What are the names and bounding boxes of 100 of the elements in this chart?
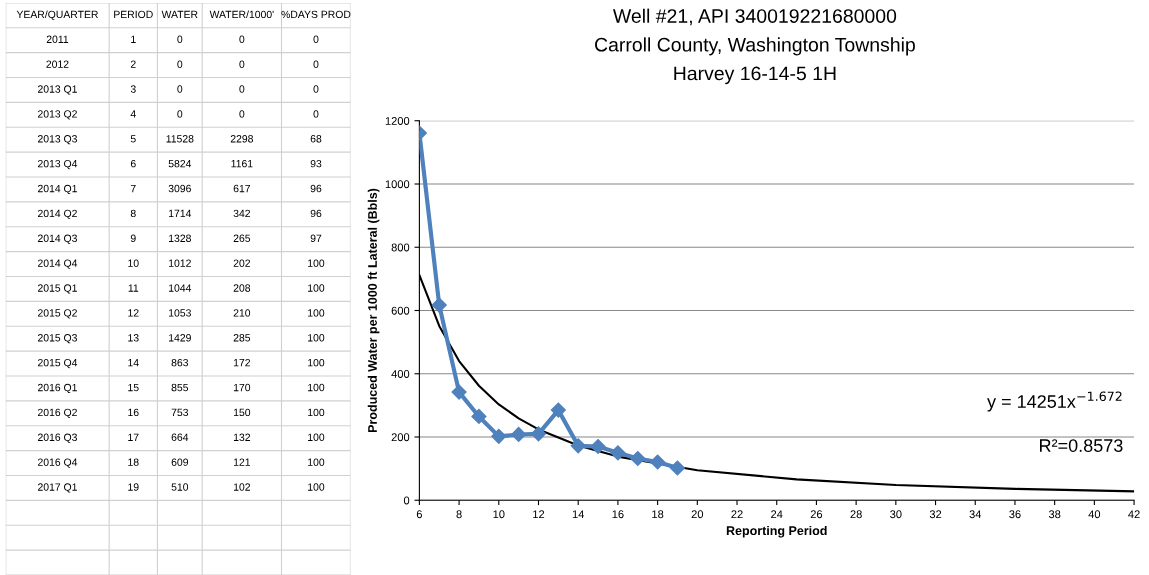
data-label: 1044 bbox=[169, 284, 192, 292]
data-label: 7 bbox=[130, 184, 136, 193]
category-label: 2014 Q3 bbox=[37, 234, 77, 244]
category-label: 2012 bbox=[46, 60, 69, 68]
point bbox=[590, 438, 606, 455]
point bbox=[491, 428, 507, 444]
text: WATER bbox=[161, 10, 198, 19]
data-label: 855 bbox=[171, 383, 189, 392]
y-tick-label: 1000 bbox=[385, 180, 410, 189]
data-label: 5824 bbox=[168, 159, 192, 168]
point bbox=[650, 454, 666, 470]
category-label: 2013 Q1 bbox=[37, 85, 77, 95]
data-label: 342 bbox=[233, 209, 251, 218]
data-label: 100 bbox=[308, 259, 325, 267]
data-label: 617 bbox=[233, 184, 251, 193]
category-label: 2015 Q1 bbox=[37, 284, 77, 294]
category-label: 2015 Q4 bbox=[37, 358, 78, 369]
category-label: 2014 Q1 bbox=[37, 184, 77, 195]
data-label: 15 bbox=[128, 383, 139, 392]
y-axis-title: Produced Water per 1000 ft Lateral (Bbls) bbox=[367, 188, 380, 433]
x-tick-label: 32 bbox=[929, 510, 942, 519]
data-label: 265 bbox=[233, 234, 251, 242]
data-label: 0 bbox=[177, 35, 183, 43]
category-label: 2017 Q1 bbox=[37, 483, 77, 493]
data-label: 863 bbox=[171, 358, 189, 367]
y-tick-label: 400 bbox=[391, 370, 410, 378]
point bbox=[630, 450, 646, 467]
data-label: 1161 bbox=[231, 159, 253, 168]
data-label: 664 bbox=[171, 433, 189, 441]
point bbox=[511, 426, 527, 443]
data-label: 100 bbox=[308, 483, 325, 491]
data-label: 11 bbox=[128, 284, 139, 292]
data-label: 10 bbox=[128, 259, 139, 267]
point bbox=[451, 384, 467, 400]
x-tick-label: 42 bbox=[1128, 510, 1140, 519]
data-label: 121 bbox=[233, 458, 251, 466]
data-label: 0 bbox=[313, 35, 319, 43]
x-tick-label: 34 bbox=[969, 510, 982, 519]
category-label: 2016 Q2 bbox=[37, 408, 77, 418]
data-label: 1053 bbox=[169, 309, 191, 317]
text: %DAYS PROD bbox=[281, 10, 351, 19]
data-label: 0 bbox=[239, 60, 245, 68]
data-label: 93 bbox=[310, 159, 322, 168]
data-label: 1714 bbox=[169, 209, 192, 218]
data-label: 1 bbox=[131, 35, 136, 43]
x-tick-label: 12 bbox=[533, 510, 545, 519]
data-label: 100 bbox=[308, 309, 325, 317]
data-label: 9 bbox=[130, 234, 136, 242]
data-label: 96 bbox=[310, 209, 322, 218]
point bbox=[610, 445, 626, 461]
point bbox=[570, 438, 586, 454]
data-label: 2298 bbox=[230, 135, 253, 143]
data-label: 100 bbox=[308, 334, 325, 342]
x-tick-label: 14 bbox=[572, 510, 585, 519]
data-label: 0 bbox=[313, 85, 319, 93]
data-label: 0 bbox=[177, 60, 183, 68]
data-label: 11528 bbox=[166, 135, 194, 143]
data-label: 510 bbox=[171, 483, 189, 491]
data-label: 285 bbox=[233, 334, 251, 342]
chart-title: Well #21, API 340019221680000 Carroll County, Washington Township Harvey 16-14-5 1H bbox=[595, 8, 915, 85]
category-label: 2016 Q3 bbox=[37, 433, 77, 443]
data-label: 17 bbox=[128, 433, 139, 441]
data-label: 609 bbox=[171, 458, 189, 466]
data-label: 3096 bbox=[168, 184, 191, 193]
data-label: 14 bbox=[128, 359, 139, 367]
category-label: 2013 Q4 bbox=[37, 159, 78, 170]
text: YEAR/QUARTER bbox=[16, 10, 98, 20]
category-label: 2011 bbox=[46, 35, 69, 43]
data-label: 0 bbox=[239, 85, 245, 93]
data-label: 150 bbox=[233, 408, 251, 417]
x-tick-label: 30 bbox=[890, 510, 902, 519]
category-label: 2013 Q2 bbox=[37, 110, 77, 120]
category-label: 2015 Q2 bbox=[37, 309, 77, 319]
data-label: 18 bbox=[128, 458, 139, 466]
data-label: 5 bbox=[130, 135, 136, 143]
data-label: 100 bbox=[308, 358, 325, 367]
data-label: 19 bbox=[128, 483, 139, 491]
x-tick-label: 6 bbox=[416, 510, 422, 519]
point bbox=[471, 408, 487, 425]
x-tick-label: 16 bbox=[612, 510, 624, 519]
data-label: 100 bbox=[308, 433, 325, 441]
data-label: 208 bbox=[233, 284, 251, 292]
x-tick-label: 18 bbox=[652, 510, 664, 519]
data-label: 6 bbox=[130, 159, 136, 168]
data-label: 172 bbox=[233, 358, 251, 367]
point bbox=[669, 460, 686, 476]
data-label: 0 bbox=[313, 60, 319, 68]
data-label: 68 bbox=[310, 135, 322, 143]
point bbox=[550, 402, 566, 418]
x-tick-label: 26 bbox=[810, 510, 823, 519]
category-label: 2016 Q1 bbox=[37, 383, 77, 394]
data-label: 202 bbox=[233, 259, 251, 267]
data-label: 3 bbox=[130, 85, 136, 93]
x-tick-label: 28 bbox=[850, 510, 862, 519]
y-tick-label: 600 bbox=[391, 306, 410, 315]
x-tick-label: 10 bbox=[493, 510, 505, 519]
x-tick-label: 38 bbox=[1048, 510, 1061, 519]
category-label: 2016 Q4 bbox=[37, 458, 78, 468]
data-label: 97 bbox=[310, 234, 322, 242]
y-tick-label: 1200 bbox=[385, 117, 410, 125]
